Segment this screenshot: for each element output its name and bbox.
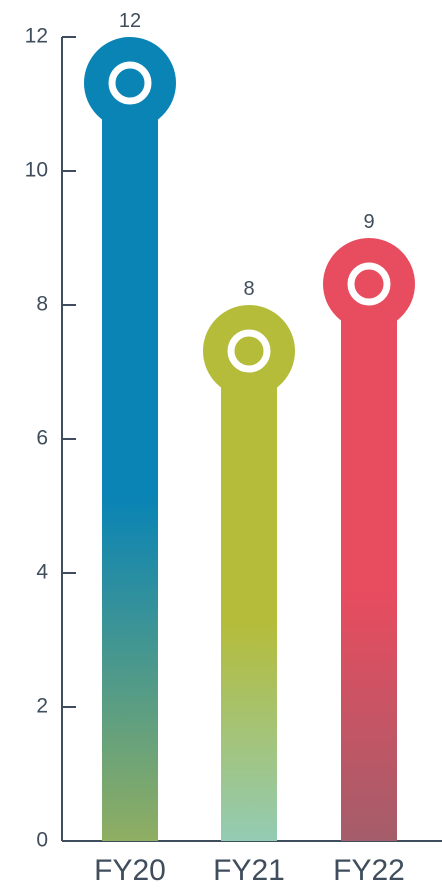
bar-fy22: 9 [323,211,415,841]
bars: 12 8 9 [84,10,415,841]
bar-head-ring [227,329,271,373]
y-tick-label: 2 [36,695,48,718]
bar-fy21: 8 [203,278,295,841]
y-tick-label: 4 [36,561,48,584]
value-label: 8 [243,278,254,300]
value-label: 9 [363,211,374,233]
bar-head-dot [357,272,381,296]
bar-fy20: 12 [84,10,176,841]
y-tick-label: 12 [25,25,48,48]
bar-stem [102,83,158,841]
bar-head-dot [118,71,142,95]
x-tick-label: FY21 [213,854,285,887]
bar-stem [221,351,277,841]
bar-head-dot [237,339,261,363]
value-label: 12 [119,10,141,32]
y-tick-label: 6 [36,427,48,450]
y-axis-ticks: 0 2 4 6 8 10 12 [25,25,76,852]
y-tick-label: 0 [36,829,48,852]
x-tick-label: FY20 [94,854,166,887]
y-tick-label: 10 [25,159,48,182]
y-tick-label: 8 [36,293,48,316]
x-axis-labels: FY20 FY21 FY22 [94,854,405,887]
bar-stem [341,284,397,841]
bar-head-ring [347,262,391,306]
x-tick-label: FY22 [333,854,405,887]
bar-head-ring [108,61,152,105]
